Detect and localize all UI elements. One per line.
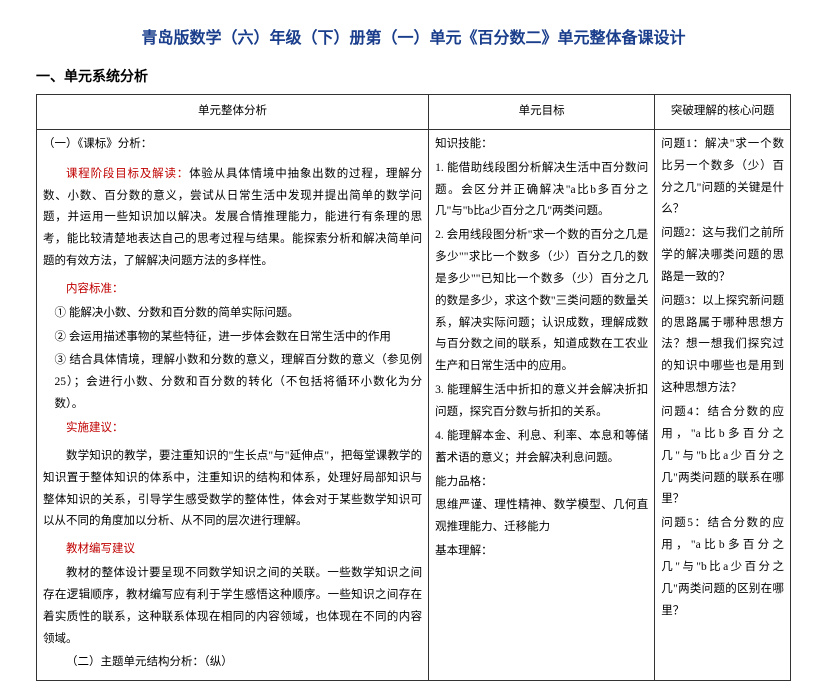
c2-p2: 2. 会用线段图分析"求一个数的百分之几是多少""求比一个数多（少）百分之几的数… [435,225,648,378]
c1-li3: ③ 结合具体情境，理解小数和分数的意义，理解百分数的意义（参见例25）；会进行小… [55,350,423,416]
c3-q4: 问题4：结合分数的应用，"a比b多百分之几"与"b比a少百分之几"两类问题的联系… [661,402,784,511]
c1-para1: 课程阶段目标及解读：体验从具体情境中抽象出数的过程，理解分数、小数、百分数的意义… [43,164,422,273]
c1-red2: 内容标准： [43,279,422,301]
analysis-table: 单元整体分析 单元目标 突破理解的核心问题 （一）《课标》分析： 课程阶段目标及… [36,94,791,681]
c1-li2: ② 会运用描述事物的某些特征，进一步体会数在日常生活中的作用 [55,327,423,349]
header-col2: 单元目标 [429,95,655,130]
body-row: （一）《课标》分析： 课程阶段目标及解读：体验从具体情境中抽象出数的过程，理解分… [37,129,791,680]
c3-q1: 问题1：解决"求一个数比另一个数多（少）百分之几"问题的关键是什么？ [661,134,784,221]
c1-li1: ① 能解决小数、分数和百分数的简单实际问题。 [55,303,423,325]
c2-p4: 4. 能理解本金、利息、利率、本息和等储蓄术语的意义；并会解决利息问题。 [435,426,648,470]
c3-q2: 问题2：这与我们之前所学的解决哪类问题的思路是一致的？ [661,223,784,289]
header-col3: 突破理解的核心问题 [655,95,791,130]
c1-p1a: 体验从具体情境中抽象出数的过程，理解分数、小数、百分数的意义，尝试从日常生活中发… [43,168,422,267]
c1-heading2: （二）主题单元结构分析：（纵） [43,652,422,674]
header-row: 单元整体分析 单元目标 突破理解的核心问题 [37,95,791,130]
c1-red1: 课程阶段目标及解读： [66,168,189,180]
c1-heading1: （一）《课标》分析： [43,134,422,156]
c1-p3: 教材的整体设计要呈现不同数学知识之间的关联。一些数学知识之间存在逻辑顺序，教材编… [43,563,422,650]
cell-questions: 问题1：解决"求一个数比另一个数多（少）百分之几"问题的关键是什么？ 问题2：这… [655,129,791,680]
c3-q5: 问题5：结合分数的应用，"a比b多百分之几"与"b比a少百分之几"两类问题的区别… [661,513,784,622]
c2-h3: 基本理解： [435,541,648,563]
c3-q3: 问题3：以上探究新问题的思路属于哪种思想方法？想一想我们探究过的知识中哪些也是用… [661,291,784,400]
c1-red4: 教材编写建议 [43,539,422,561]
c2-p3: 3. 能理解生活中折扣的意义并会解决折扣问题，探究百分数与折扣的关系。 [435,380,648,424]
c2-h1: 知识技能： [435,134,648,156]
page-title: 青岛版数学（六）年级（下）册第（一）单元《百分数二》单元整体备课设计 [36,24,791,48]
header-col1: 单元整体分析 [37,95,429,130]
c2-h2: 能力品格： [435,472,648,494]
cell-goals: 知识技能： 1. 能借助线段图分析解决生活中百分数问题。会区分并正确解决"a比b… [429,129,655,680]
c2-p5: 思维严谨、理性精神、数学模型、几何直观推理能力、迁移能力 [435,495,648,539]
c1-p2: 数学知识的教学，要注重知识的"生长点"与"延伸点"，把每堂课教学的知识置于整体知… [43,446,422,533]
cell-analysis: （一）《课标》分析： 课程阶段目标及解读：体验从具体情境中抽象出数的过程，理解分… [37,129,429,680]
c1-red3: 实施建议： [43,418,422,440]
c2-p1: 1. 能借助线段图分析解决生活中百分数问题。会区分并正确解决"a比b多百分之几"… [435,158,648,224]
section-heading: 一、单元系统分析 [36,66,791,86]
